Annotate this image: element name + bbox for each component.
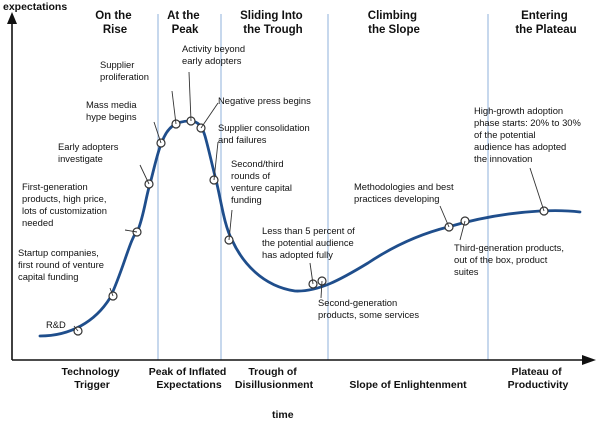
annotations: R&D Startup companies, first round of ve… [18,43,583,330]
annotation-early-adopters: Early adopters investigate [58,141,121,164]
leader-line [309,262,314,285]
phase-peak-of-inflated-expectations: Peak of Inflated Expectations [149,366,230,391]
y-axis-arrow-icon [7,12,17,24]
phase-plateau-of-productivity: Plateau of Productivity [508,366,569,391]
phase-names-bottom: Technology Trigger Peak of Inflated Expe… [61,366,568,391]
annotation-third-gen: Third-generation products, out of the bo… [454,242,567,277]
annotation-negative-press: Negative press begins [218,95,311,106]
annotation-rnd: R&D [46,319,66,330]
phase-top-on-the-rise: On the Rise [95,10,135,36]
annotation-startup: Startup companies, first round of ventur… [18,247,107,282]
annotation-second-gen: Second-generation products, some service… [318,297,419,320]
leader-line [171,90,177,125]
leader-line [188,71,192,122]
annotation-first-gen: First-generation products, high price, l… [22,181,110,228]
annotation-mass-media: Mass media hype begins [86,99,139,122]
leader-lines [73,71,545,332]
phase-trough-of-disillusionment: Trough of Disillusionment [235,366,314,391]
phase-headings-top: On the Rise At the Peak Sliding Into the… [95,10,576,36]
annotation-second-third-rounds: Second/third rounds of venture capital f… [231,158,295,205]
leader-line [439,205,450,228]
phase-dividers [157,14,489,360]
phase-top-at-the-peak: At the Peak [167,10,203,36]
annotation-less-than-5-percent: Less than 5 percent of the potential aud… [262,225,357,260]
leader-line [228,209,233,241]
leader-line [139,164,150,185]
leader-line [459,220,466,241]
annotation-high-growth: High-growth adoption phase starts: 20% t… [474,105,583,164]
phase-slope-of-enlightenment: Slope of Enlightenment [349,379,467,391]
leader-line [213,141,219,181]
axes: expectations time [3,1,596,421]
phase-top-sliding-into-the-trough: Sliding Into the Trough [240,10,306,36]
leader-line [109,287,114,297]
annotation-methodologies: Methodologies and best practices develop… [354,181,456,204]
y-axis-label: expectations [3,1,67,13]
leader-line [200,102,219,129]
x-axis-label: time [272,409,294,421]
phase-technology-trigger: Technology Trigger [61,366,122,391]
annotation-supplier-consolidation: Supplier consolidation and failures [218,122,312,145]
annotation-supplier-proliferation: Supplier proliferation [100,59,149,82]
x-axis-arrow-icon [582,355,596,365]
leader-line [529,167,545,212]
leader-line [153,121,162,144]
leader-line [73,325,79,332]
phase-top-entering-the-plateau: Entering the Plateau [515,10,576,36]
phase-top-climbing-the-slope: Climbing the Slope [368,10,420,36]
leader-line [124,229,138,233]
leader-line [320,280,323,299]
annotation-activity-beyond: Activity beyond early adopters [182,43,248,66]
